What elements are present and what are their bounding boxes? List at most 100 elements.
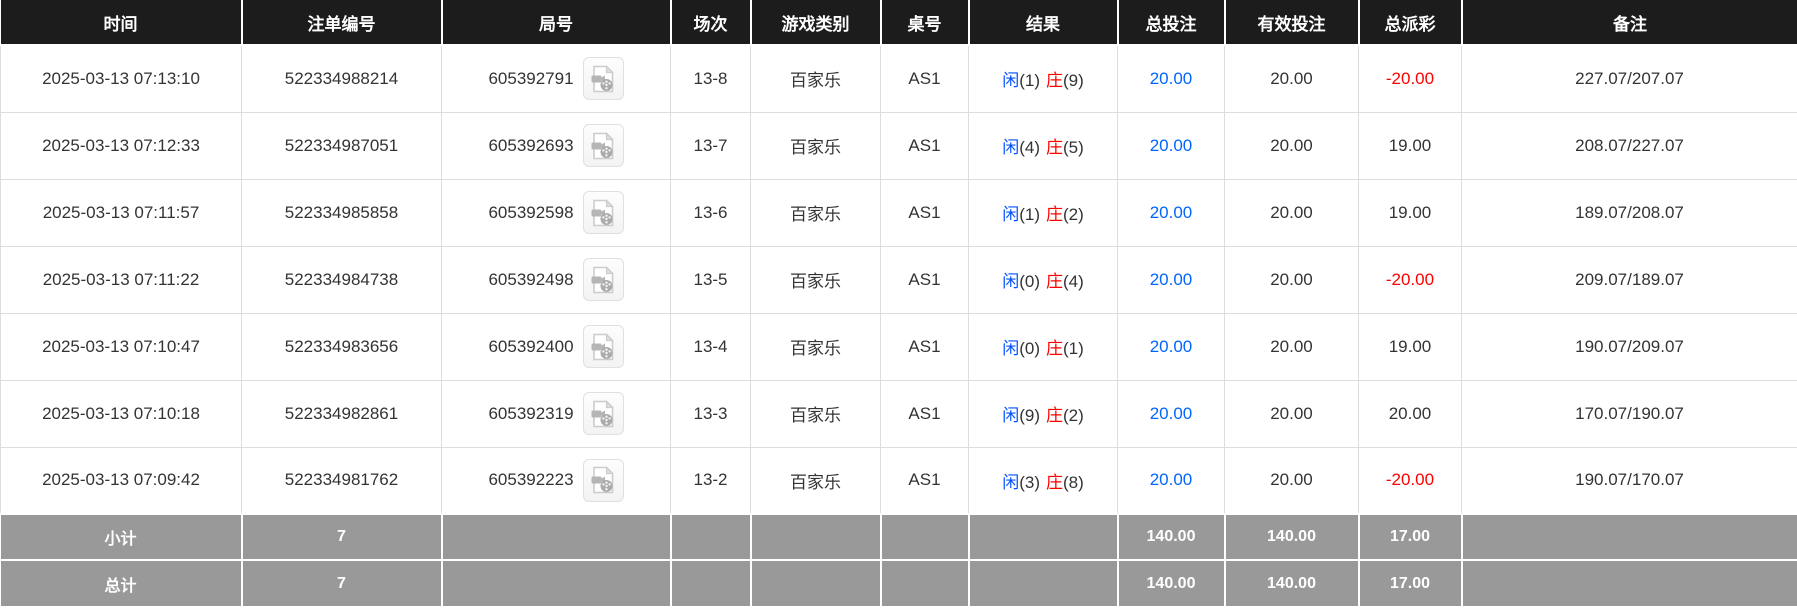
total-total-bet: 140.00 — [1116, 559, 1226, 606]
cell-session: 13-8 — [670, 44, 751, 113]
subtotal-empty-cell — [967, 513, 1119, 560]
cell-bet-id: 522334984738 — [241, 245, 442, 314]
cell-valid-bet: 20.00 — [1224, 446, 1359, 515]
cell-bet-id: 522334983656 — [241, 312, 442, 381]
cell-session: 13-4 — [670, 312, 751, 381]
result-player-value: (0) — [1019, 339, 1040, 358]
table-row: 2025-03-13 07:13:10 522334988214 6053927… — [0, 44, 1797, 113]
cell-total-bet: 20.00 — [1117, 178, 1225, 247]
video-replay-button[interactable] — [582, 191, 624, 234]
subtotal-empty-cell — [669, 513, 752, 560]
result-player-value: (1) — [1019, 205, 1040, 224]
column-header-time: 时间 — [0, 0, 243, 46]
video-replay-button[interactable] — [582, 458, 624, 502]
result-player-label: 闲 — [1002, 205, 1020, 224]
cell-round-id: 605392791 — [441, 44, 671, 113]
result-banker-value: (5) — [1063, 138, 1084, 157]
table-row: 2025-03-13 07:11:22 522334984738 6053924… — [0, 245, 1797, 314]
cell-valid-bet: 20.00 — [1224, 44, 1359, 113]
cell-round-id: 605392400 — [441, 312, 671, 381]
video-replay-button[interactable] — [582, 325, 624, 368]
cell-total-payout: -20.00 — [1358, 245, 1462, 314]
result-player-value: (3) — [1019, 472, 1040, 492]
video-file-icon — [591, 64, 614, 93]
video-replay-button[interactable] — [582, 57, 624, 101]
video-file-icon — [591, 198, 614, 226]
video-file-icon — [591, 466, 614, 494]
subtotal-valid-bet: 140.00 — [1223, 513, 1360, 560]
cell-game-type: 百家乐 — [750, 446, 881, 515]
result-player-label: 闲 — [1002, 138, 1020, 157]
cell-remark: 227.07/207.07 — [1461, 44, 1797, 113]
column-header-bet-id: 注单编号 — [241, 0, 443, 46]
table-header: 时间 注单编号 局号 场次 游戏类别 桌号 结果 总投注 有效投注 总派彩 备注 — [0, 0, 1797, 46]
cell-table-no: AS1 — [880, 446, 969, 515]
cell-total-bet: 20.00 — [1117, 111, 1225, 180]
result-banker-value: (1) — [1063, 339, 1084, 358]
cell-table-no: AS1 — [880, 379, 969, 448]
cell-table-no: AS1 — [880, 111, 969, 180]
cell-result: 闲(4) 庄(5) — [968, 111, 1118, 180]
subtotal-label: 小计 — [0, 513, 243, 560]
cell-valid-bet: 20.00 — [1224, 379, 1359, 448]
column-header-table-no: 桌号 — [880, 0, 970, 46]
subtotal-total-bet: 140.00 — [1116, 513, 1226, 560]
total-empty-cell — [669, 559, 752, 606]
video-replay-button[interactable] — [582, 258, 624, 301]
cell-total-payout: 20.00 — [1358, 379, 1462, 448]
cell-total-payout: -20.00 — [1358, 44, 1462, 113]
result-player-value: (9) — [1019, 406, 1040, 425]
result-player-value: (4) — [1019, 138, 1040, 157]
total-row: 总计 7 140.00 140.00 17.00 — [0, 559, 1797, 606]
table-footer: 小计 7 140.00 140.00 17.00 总计 7 140.00 140… — [0, 513, 1797, 606]
cell-session: 13-5 — [670, 245, 751, 314]
video-replay-button[interactable] — [582, 392, 624, 435]
result-banker-label: 庄 — [1046, 406, 1063, 425]
cell-table-no: AS1 — [880, 178, 969, 247]
cell-total-bet: 20.00 — [1117, 379, 1225, 448]
cell-table-no: AS1 — [880, 245, 969, 314]
cell-remark: 190.07/170.07 — [1461, 446, 1797, 515]
total-label: 总计 — [0, 559, 243, 606]
video-file-icon — [591, 131, 614, 159]
subtotal-empty-cell — [879, 513, 970, 560]
total-empty-cell — [967, 559, 1119, 606]
column-header-valid-bet: 有效投注 — [1224, 0, 1360, 46]
cell-game-type: 百家乐 — [750, 111, 881, 180]
subtotal-total-payout: 17.00 — [1357, 513, 1463, 560]
cell-game-type: 百家乐 — [750, 379, 881, 448]
header-row: 时间 注单编号 局号 场次 游戏类别 桌号 结果 总投注 有效投注 总派彩 备注 — [0, 0, 1797, 46]
cell-table-no: AS1 — [880, 312, 969, 381]
cell-result: 闲(1) 庄(2) — [968, 178, 1118, 247]
cell-bet-id: 522334987051 — [241, 111, 442, 180]
cell-bet-id: 522334982861 — [241, 379, 442, 448]
cell-result: 闲(1) 庄(9) — [968, 44, 1118, 113]
round-id-text: 605392791 — [488, 68, 574, 88]
cell-time: 2025-03-13 07:12:33 — [0, 111, 242, 180]
result-player-label: 闲 — [1002, 71, 1020, 91]
cell-result: 闲(0) 庄(1) — [968, 312, 1118, 381]
cell-round-id: 605392223 — [441, 446, 671, 515]
video-replay-button[interactable] — [582, 124, 624, 167]
cell-game-type: 百家乐 — [750, 178, 881, 247]
result-banker-value: (8) — [1063, 472, 1084, 492]
result-player-label: 闲 — [1002, 406, 1020, 425]
cell-total-bet: 20.00 — [1117, 312, 1225, 381]
cell-game-type: 百家乐 — [750, 44, 881, 113]
cell-round-id: 605392498 — [441, 245, 671, 314]
cell-bet-id: 522334985858 — [241, 178, 442, 247]
cell-round-id: 605392319 — [441, 379, 671, 448]
subtotal-empty-cell — [1460, 513, 1797, 560]
round-id-text: 605392319 — [488, 403, 574, 423]
cell-total-payout: -20.00 — [1358, 446, 1462, 515]
cell-bet-id: 522334988214 — [241, 44, 442, 113]
result-banker-value: (2) — [1063, 406, 1084, 425]
result-banker-value: (2) — [1063, 205, 1084, 224]
subtotal-empty-cell — [749, 513, 882, 560]
cell-remark: 190.07/209.07 — [1461, 312, 1797, 381]
video-file-icon — [591, 332, 614, 360]
cell-game-type: 百家乐 — [750, 312, 881, 381]
result-player-label: 闲 — [1002, 472, 1020, 492]
cell-remark: 208.07/227.07 — [1461, 111, 1797, 180]
